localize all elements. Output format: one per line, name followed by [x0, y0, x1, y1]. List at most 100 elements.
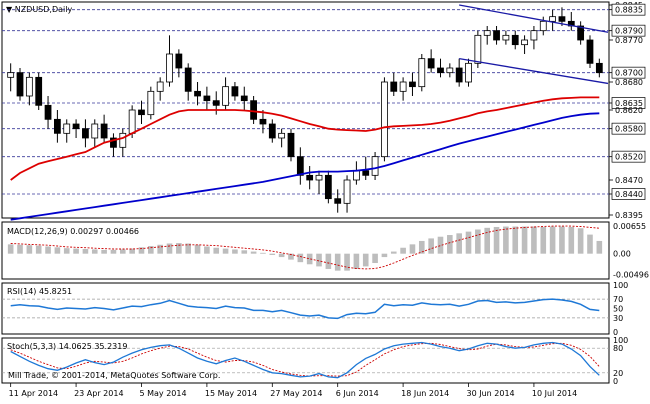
candle-body: [156, 81, 164, 92]
date-tick-label: 10 Jul 2014: [532, 389, 577, 398]
candle-body: [474, 34, 482, 64]
price-level-box: [611, 97, 646, 109]
axis-layer: 0.88450.88350.87900.87700.87000.86800.86…: [9, 1, 649, 398]
macd-histogram-bar: [82, 249, 89, 254]
candle-body: [82, 128, 89, 139]
candle: [595, 58, 603, 78]
stoch-label: Stoch(5,3,3) 14.0625 35.2319: [7, 342, 127, 351]
candle: [586, 35, 594, 68]
candle-body: [418, 58, 426, 88]
stoch-tick-label: 0: [613, 377, 618, 386]
candle: [530, 26, 538, 50]
candle-body: [511, 34, 519, 46]
candle-body: [371, 156, 379, 176]
rsi-layer: RSI(14) 45.8251: [2, 287, 609, 320]
candle-body: [437, 67, 444, 74]
candle-body: [250, 100, 257, 120]
macd-histogram-bar: [35, 245, 42, 254]
macd-layer: MACD(12,26,9) 0.00297 0.00466: [7, 225, 603, 271]
macd-histogram-bar: [334, 253, 341, 271]
stoch-layer: Stoch(5,3,3) 14.0625 35.2319: [2, 341, 609, 379]
candle: [381, 77, 388, 162]
candle: [315, 170, 323, 194]
macd-histogram-bar: [409, 244, 416, 254]
candle-body: [343, 179, 351, 204]
macd-histogram-bar: [260, 252, 266, 254]
macd-label: MACD(12,26,9) 0.00297 0.00466: [7, 227, 139, 236]
candle-body: [147, 90, 155, 116]
candle-body: [128, 109, 136, 134]
candle: [306, 166, 314, 190]
macd-histogram-bar: [418, 240, 425, 254]
macd-histogram-bar: [241, 250, 248, 254]
candle-body: [381, 81, 388, 158]
candle-body: [493, 30, 500, 41]
candle-body: [268, 123, 276, 139]
macd-histogram-bar: [101, 249, 107, 254]
rsi-tick-label: 50: [613, 305, 623, 314]
candle-body: [296, 156, 304, 176]
price-tick-label: 0.8680: [615, 78, 643, 87]
price-tick-label: 0.8470: [615, 176, 643, 185]
macd-histogram-bar: [465, 231, 472, 254]
stoch-panel-frame: [1, 337, 610, 384]
macd-histogram-bar: [148, 246, 154, 254]
price-level-box: [611, 66, 646, 79]
candle: [287, 128, 295, 162]
candle: [390, 72, 398, 96]
candle: [483, 26, 491, 45]
date-tick-label: 15 May 2014: [205, 389, 257, 398]
macd-histogram-bar: [353, 253, 360, 269]
candle: [268, 119, 276, 143]
macd-histogram-bar: [278, 253, 285, 258]
date-tick-label: 11 Apr 2014: [9, 389, 58, 398]
macd-histogram-bar: [549, 226, 556, 254]
macd-histogram-bar: [45, 246, 51, 254]
macd-histogram-bar: [372, 253, 378, 264]
candle-body: [100, 123, 108, 139]
candle: [250, 96, 257, 124]
macd-histogram-bar: [129, 248, 135, 254]
candle: [194, 82, 201, 106]
candle: [502, 30, 510, 45]
candle: [184, 63, 192, 101]
moving-average-slow-line: [10, 112, 600, 221]
macd-histogram-bar: [596, 240, 603, 254]
candle-body: [259, 118, 267, 125]
macd-histogram-bar: [297, 253, 304, 263]
candle-body: [166, 53, 173, 83]
candle: [437, 58, 444, 78]
candle: [493, 26, 500, 45]
candle: [72, 119, 80, 138]
macd-histogram-bar: [428, 238, 434, 254]
macd-tick-label: 0.00: [613, 250, 631, 259]
macd-histogram-bar: [540, 226, 547, 254]
macd-histogram-bar: [185, 243, 192, 254]
date-tick-label: 23 Apr 2014: [74, 389, 123, 398]
macd-histogram-bar: [54, 247, 61, 254]
macd-histogram-bar: [475, 229, 481, 254]
candle: [222, 77, 229, 110]
macd-histogram-bar: [503, 226, 509, 254]
candle: [240, 86, 248, 110]
candle-body: [558, 16, 566, 22]
date-tick-label: 18 Jun 2014: [401, 389, 449, 398]
price-level-box: [611, 188, 646, 200]
candle: [521, 35, 528, 54]
rsi-tick-label: 100: [613, 281, 628, 290]
candle-body: [54, 118, 61, 134]
candle-body: [362, 170, 370, 176]
macd-histogram-bar: [250, 251, 257, 254]
candle: [371, 152, 379, 180]
candle: [455, 58, 463, 87]
macd-histogram-bar: [17, 244, 23, 254]
macd-histogram-bar: [512, 226, 519, 254]
price-tick-label: 0.8835: [615, 6, 643, 15]
rsi-tick-label: 30: [613, 314, 623, 323]
stoch-tick-label: 80: [613, 344, 623, 353]
candle-body: [119, 132, 127, 148]
candle-body: [595, 62, 603, 74]
candle: [324, 170, 332, 204]
